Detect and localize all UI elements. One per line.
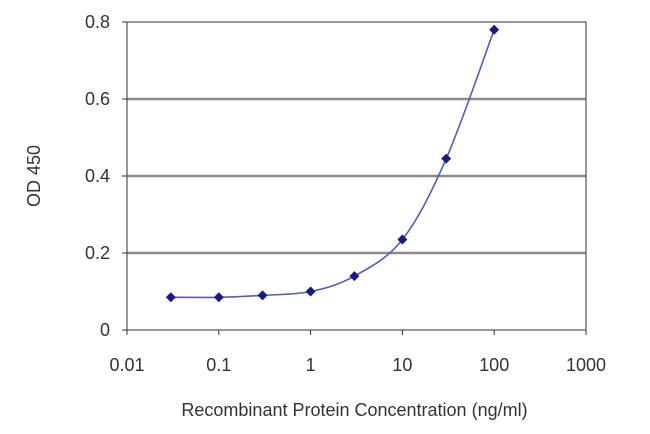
y-tick-label: 0 [100, 320, 110, 340]
data-point [305, 286, 316, 297]
x-tick-label: 10 [392, 355, 412, 375]
x-axis-label: Recombinant Protein Concentration (ng/ml… [181, 400, 527, 420]
data-points [165, 24, 500, 303]
x-tick-label: 0.01 [109, 355, 144, 375]
data-point [257, 290, 268, 301]
y-tick-label: 0.2 [85, 243, 110, 263]
x-tick-label: 0.1 [206, 355, 231, 375]
x-tick-label: 1000 [566, 355, 606, 375]
y-axis-ticks: 0 0.2 0.4 0.6 0.8 [85, 12, 127, 340]
x-tick-label: 1 [306, 355, 316, 375]
y-tick-label: 0.4 [85, 166, 110, 186]
data-point [489, 24, 500, 35]
data-point [213, 292, 224, 303]
data-point [165, 292, 176, 303]
y-axis-label: OD 450 [24, 145, 44, 207]
data-point [397, 234, 408, 245]
x-tick-label: 100 [479, 355, 509, 375]
data-point [441, 153, 452, 164]
fit-curve [170, 29, 495, 299]
y-tick-label: 0.6 [85, 89, 110, 109]
y-tick-label: 0.8 [85, 12, 110, 32]
data-point [349, 271, 360, 282]
x-axis-ticks: 0.01 0.1 1 10 100 1000 [109, 330, 606, 375]
grid-lines [127, 97, 586, 255]
